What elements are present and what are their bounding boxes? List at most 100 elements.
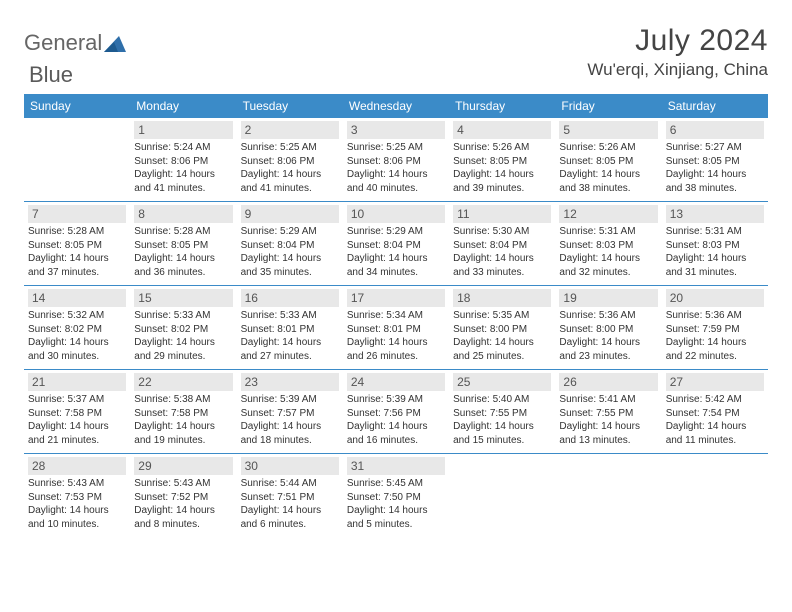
day-number: 2 [241, 121, 339, 139]
weekday-header: Thursday [449, 94, 555, 118]
calendar-day-cell: 17 Sunrise: 5:34 AMSunset: 8:01 PMDayligh… [343, 286, 449, 370]
day-details: Sunrise: 5:28 AMSunset: 8:05 PMDaylight:… [28, 225, 126, 279]
day-number: 28 [28, 457, 126, 475]
calendar-day-cell: 1 Sunrise: 5:24 AMSunset: 8:06 PMDaylight… [130, 118, 236, 202]
calendar-day-cell: 19 Sunrise: 5:36 AMSunset: 8:00 PMDayligh… [555, 286, 661, 370]
day-details: Sunrise: 5:31 AMSunset: 8:03 PMDaylight:… [666, 225, 764, 279]
calendar-day-cell: 11 Sunrise: 5:30 AMSunset: 8:04 PMDayligh… [449, 202, 555, 286]
day-details: Sunrise: 5:26 AMSunset: 8:05 PMDaylight:… [453, 141, 551, 195]
calendar-empty-cell [449, 454, 555, 538]
day-details: Sunrise: 5:34 AMSunset: 8:01 PMDaylight:… [347, 309, 445, 363]
calendar-day-cell: 15 Sunrise: 5:33 AMSunset: 8:02 PMDayligh… [130, 286, 236, 370]
calendar-empty-cell [24, 118, 130, 202]
calendar-day-cell: 16 Sunrise: 5:33 AMSunset: 8:01 PMDayligh… [237, 286, 343, 370]
calendar-day-cell: 29 Sunrise: 5:43 AMSunset: 7:52 PMDayligh… [130, 454, 236, 538]
day-number: 27 [666, 373, 764, 391]
weekday-header-row: SundayMondayTuesdayWednesdayThursdayFrid… [24, 94, 768, 118]
logo: General [24, 30, 126, 56]
day-details: Sunrise: 5:33 AMSunset: 8:02 PMDaylight:… [134, 309, 232, 363]
location: Wu'erqi, Xinjiang, China [587, 60, 768, 80]
day-number: 25 [453, 373, 551, 391]
calendar-day-cell: 13Sunrise: 5:31 AMSunset: 8:03 PMDayligh… [662, 202, 768, 286]
calendar-day-cell: 20 Sunrise: 5:36 AMSunset: 7:59 PMDayligh… [662, 286, 768, 370]
day-details: Sunrise: 5:42 AMSunset: 7:54 PMDaylight:… [666, 393, 764, 447]
day-details: Sunrise: 5:25 AMSunset: 8:06 PMDaylight:… [347, 141, 445, 195]
calendar-day-cell: 23Sunrise: 5:39 AMSunset: 7:57 PMDayligh… [237, 370, 343, 454]
calendar-day-cell: 9 Sunrise: 5:29 AMSunset: 8:04 PMDaylight… [237, 202, 343, 286]
day-details: Sunrise: 5:43 AMSunset: 7:52 PMDaylight:… [134, 477, 232, 531]
day-number: 17 [347, 289, 445, 307]
day-details: Sunrise: 5:25 AMSunset: 8:06 PMDaylight:… [241, 141, 339, 195]
day-number: 1 [134, 121, 232, 139]
day-details: Sunrise: 5:29 AMSunset: 8:04 PMDaylight:… [347, 225, 445, 279]
day-details: Sunrise: 5:28 AMSunset: 8:05 PMDaylight:… [134, 225, 232, 279]
day-number: 15 [134, 289, 232, 307]
logo-triangle-icon [104, 34, 126, 52]
calendar-day-cell: 14Sunrise: 5:32 AMSunset: 8:02 PMDayligh… [24, 286, 130, 370]
day-details: Sunrise: 5:31 AMSunset: 8:03 PMDaylight:… [559, 225, 657, 279]
title-block: July 2024 Wu'erqi, Xinjiang, China [587, 24, 768, 80]
day-details: Sunrise: 5:39 AMSunset: 7:57 PMDaylight:… [241, 393, 339, 447]
day-number: 6 [666, 121, 764, 139]
day-details: Sunrise: 5:36 AMSunset: 8:00 PMDaylight:… [559, 309, 657, 363]
day-details: Sunrise: 5:37 AMSunset: 7:58 PMDaylight:… [28, 393, 126, 447]
day-number: 29 [134, 457, 232, 475]
day-number: 10 [347, 205, 445, 223]
calendar-day-cell: 27 Sunrise: 5:42 AMSunset: 7:54 PMDayligh… [662, 370, 768, 454]
calendar-day-cell: 26 Sunrise: 5:41 AMSunset: 7:55 PMDayligh… [555, 370, 661, 454]
day-details: Sunrise: 5:43 AMSunset: 7:53 PMDaylight:… [28, 477, 126, 531]
calendar-day-cell: 2 Sunrise: 5:25 AMSunset: 8:06 PMDaylight… [237, 118, 343, 202]
calendar-day-cell: 10 Sunrise: 5:29 AMSunset: 8:04 PMDayligh… [343, 202, 449, 286]
weekday-header: Saturday [662, 94, 768, 118]
day-number: 26 [559, 373, 657, 391]
day-details: Sunrise: 5:32 AMSunset: 8:02 PMDaylight:… [28, 309, 126, 363]
day-details: Sunrise: 5:24 AMSunset: 8:06 PMDaylight:… [134, 141, 232, 195]
day-details: Sunrise: 5:26 AMSunset: 8:05 PMDaylight:… [559, 141, 657, 195]
day-number: 19 [559, 289, 657, 307]
calendar-day-cell: 31Sunrise: 5:45 AMSunset: 7:50 PMDayligh… [343, 454, 449, 538]
calendar-week-row: 28 Sunrise: 5:43 AMSunset: 7:53 PMDayligh… [24, 454, 768, 538]
day-number: 12 [559, 205, 657, 223]
day-details: Sunrise: 5:33 AMSunset: 8:01 PMDaylight:… [241, 309, 339, 363]
day-details: Sunrise: 5:39 AMSunset: 7:56 PMDaylight:… [347, 393, 445, 447]
day-details: Sunrise: 5:38 AMSunset: 7:58 PMDaylight:… [134, 393, 232, 447]
day-number: 18 [453, 289, 551, 307]
calendar-day-cell: 12 Sunrise: 5:31 AMSunset: 8:03 PMDayligh… [555, 202, 661, 286]
day-details: Sunrise: 5:27 AMSunset: 8:05 PMDaylight:… [666, 141, 764, 195]
calendar-empty-cell [555, 454, 661, 538]
calendar-day-cell: 5 Sunrise: 5:26 AMSunset: 8:05 PMDaylight… [555, 118, 661, 202]
calendar-day-cell: 18 Sunrise: 5:35 AMSunset: 8:00 PMDayligh… [449, 286, 555, 370]
calendar-day-cell: 28 Sunrise: 5:43 AMSunset: 7:53 PMDayligh… [24, 454, 130, 538]
day-number: 16 [241, 289, 339, 307]
calendar-week-row: 21 Sunrise: 5:37 AMSunset: 7:58 PMDayligh… [24, 370, 768, 454]
calendar-day-cell: 4Sunrise: 5:26 AMSunset: 8:05 PMDaylight… [449, 118, 555, 202]
day-details: Sunrise: 5:36 AMSunset: 7:59 PMDaylight:… [666, 309, 764, 363]
calendar-day-cell: 3Sunrise: 5:25 AMSunset: 8:06 PMDaylight… [343, 118, 449, 202]
calendar-day-cell: 7 Sunrise: 5:28 AMSunset: 8:05 PMDaylight… [24, 202, 130, 286]
day-number: 11 [453, 205, 551, 223]
calendar-day-cell: 22 Sunrise: 5:38 AMSunset: 7:58 PMDayligh… [130, 370, 236, 454]
calendar-day-cell: 8Sunrise: 5:28 AMSunset: 8:05 PMDaylight… [130, 202, 236, 286]
day-details: Sunrise: 5:35 AMSunset: 8:00 PMDaylight:… [453, 309, 551, 363]
calendar-day-cell: 24 Sunrise: 5:39 AMSunset: 7:56 PMDayligh… [343, 370, 449, 454]
day-details: Sunrise: 5:41 AMSunset: 7:55 PMDaylight:… [559, 393, 657, 447]
weekday-header: Friday [555, 94, 661, 118]
day-details: Sunrise: 5:45 AMSunset: 7:50 PMDaylight:… [347, 477, 445, 531]
day-number: 22 [134, 373, 232, 391]
day-number: 30 [241, 457, 339, 475]
logo-text-1: General [24, 30, 102, 56]
day-number: 5 [559, 121, 657, 139]
day-details: Sunrise: 5:30 AMSunset: 8:04 PMDaylight:… [453, 225, 551, 279]
day-details: Sunrise: 5:40 AMSunset: 7:55 PMDaylight:… [453, 393, 551, 447]
day-number: 24 [347, 373, 445, 391]
month-year: July 2024 [587, 24, 768, 58]
day-number: 9 [241, 205, 339, 223]
weekday-header: Tuesday [237, 94, 343, 118]
day-details: Sunrise: 5:29 AMSunset: 8:04 PMDaylight:… [241, 225, 339, 279]
day-number: 7 [28, 205, 126, 223]
weekday-header: Sunday [24, 94, 130, 118]
day-number: 21 [28, 373, 126, 391]
day-number: 20 [666, 289, 764, 307]
calendar-table: SundayMondayTuesdayWednesdayThursdayFrid… [24, 94, 768, 537]
calendar-week-row: 1 Sunrise: 5:24 AMSunset: 8:06 PMDaylight… [24, 118, 768, 202]
